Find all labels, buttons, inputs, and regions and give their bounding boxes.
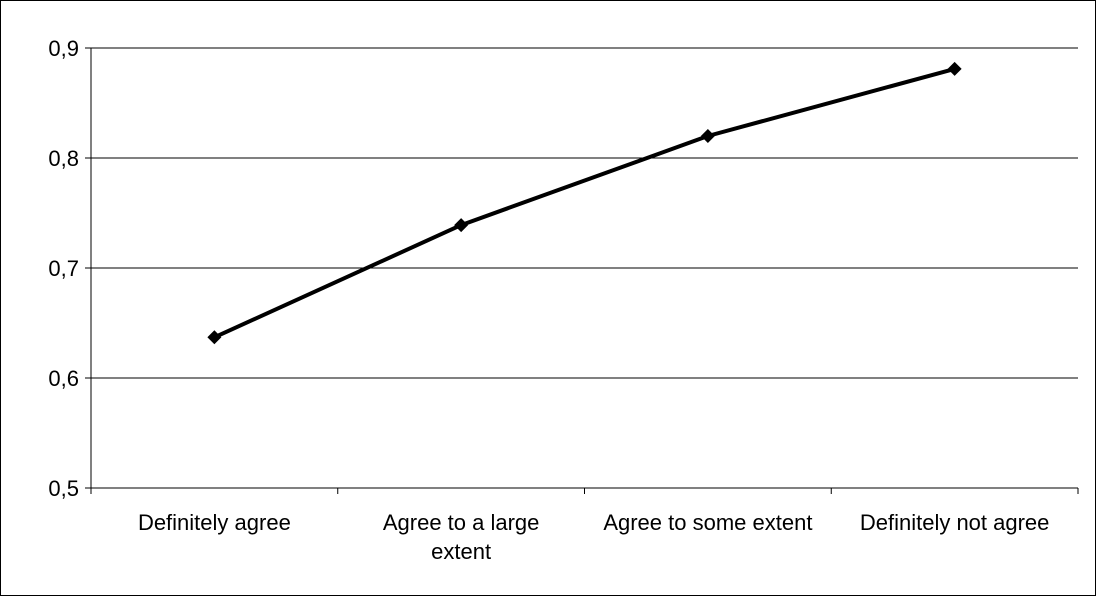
x-category-label-0: Definitely agree xyxy=(138,510,291,535)
data-point-0-0 xyxy=(207,330,222,345)
data-point-0-1 xyxy=(454,218,469,233)
y-tick-label-2: 0,7 xyxy=(48,256,79,281)
y-tick-label-0: 0,5 xyxy=(48,476,79,501)
x-category-label-1: Agree to a large extent xyxy=(383,510,540,564)
y-tick-label-3: 0,8 xyxy=(48,146,79,171)
data-point-0-2 xyxy=(700,129,715,143)
y-tick-label-4: 0,9 xyxy=(48,36,79,61)
y-tick-label-1: 0,6 xyxy=(48,366,79,391)
data-point-0-3 xyxy=(947,61,962,76)
series-line-0 xyxy=(213,66,956,340)
x-category-label-3: Definitely not agree xyxy=(860,510,1050,535)
x-category-label-2: Agree to some extent xyxy=(603,510,812,535)
